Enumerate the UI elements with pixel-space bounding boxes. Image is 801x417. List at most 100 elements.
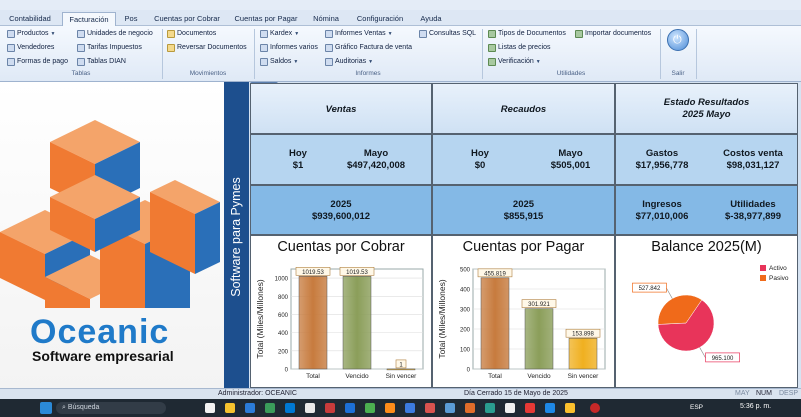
chart-balance: Balance 2025(M) 965.100 527.842 Activo Pasi… [615, 235, 798, 388]
ribbon: Productos ▼ Unidades de negocio Vendedore… [0, 26, 801, 82]
tab-ayuda[interactable]: Ayuda [420, 14, 442, 23]
kardex-button[interactable]: Kardex ▼ [260, 28, 299, 40]
app-icon[interactable] [405, 403, 415, 413]
auditorias-icon [325, 58, 333, 66]
group-separator [482, 29, 483, 79]
app-icon[interactable] [505, 403, 515, 413]
file-explorer-icon[interactable] [225, 403, 235, 413]
estado-gastos-costos: Gastos $17,956,778 Costos venta $98,031,… [615, 134, 798, 185]
app-icon[interactable] [565, 403, 575, 413]
tipos-documentos-icon [488, 30, 496, 38]
tipos-documentos-button[interactable]: Tipos de Documentos [488, 28, 566, 40]
app-icon[interactable] [365, 403, 375, 413]
informes-varios-button[interactable]: Informes varios [260, 42, 318, 54]
estado-subtitle: 2025 Mayo [682, 109, 731, 120]
status-bar: Administrador: OCEANIC Día Cerrado 15 de… [0, 388, 801, 399]
formas-pago-button[interactable]: Formas de pago [7, 56, 68, 68]
task-view-icon[interactable] [205, 403, 215, 413]
app-icon[interactable] [265, 403, 275, 413]
tab-cuentas-pagar[interactable]: Cuentas por Pagar [234, 14, 298, 23]
label: Mayo [558, 148, 583, 159]
data-label-box [705, 352, 740, 363]
app-icon[interactable] [325, 403, 335, 413]
reversar-icon [167, 44, 175, 52]
label: Hoy [289, 148, 307, 159]
verificacion-icon [488, 58, 496, 66]
app-icon[interactable] [465, 403, 475, 413]
taskbar-lang[interactable]: ESP [690, 404, 704, 411]
y-tick-label: 1000 [275, 277, 289, 283]
vertical-banner: Software para Pymes [224, 82, 249, 388]
windows-start-icon[interactable] [40, 402, 52, 414]
vendedores-button[interactable]: Vendedores [7, 42, 54, 54]
chart-title: Balance 2025(M) [651, 239, 762, 255]
edge-icon[interactable] [245, 403, 255, 413]
group-label-informes: Informes [355, 70, 381, 77]
tab-pos[interactable]: Pos [124, 14, 138, 23]
tab-nomina[interactable]: Nómina [313, 14, 339, 23]
chart-cuentas-pagar: Cuentas por Pagar 0 100 200 300 400 500 Total … [432, 235, 615, 388]
kardex-icon [260, 30, 268, 38]
tab-configuracion[interactable]: Configuración [356, 14, 404, 23]
vscode-icon[interactable] [345, 403, 355, 413]
value: $77,010,006 [635, 211, 689, 222]
salir-button[interactable]: ⏻ [667, 29, 689, 51]
chart-svg: 0 200 400 600 800 1000 Total (Miles/Millones) 1… [255, 267, 424, 380]
app-icon[interactable] [485, 403, 495, 413]
brand-panel: Oceanic Software empresarial [0, 82, 224, 388]
grafico-icon [325, 44, 333, 52]
legend-entry: Pasivo [769, 275, 789, 282]
store-icon[interactable] [305, 403, 315, 413]
label: Hoy [471, 148, 489, 159]
data-label-box [295, 267, 331, 276]
app-icon[interactable] [525, 403, 535, 413]
label: Utilidades [730, 199, 776, 210]
documentos-button[interactable]: Documentos [167, 28, 216, 40]
value: $497,420,008 [346, 160, 406, 171]
reversar-documentos-button[interactable]: Reversar Documentos [167, 42, 247, 54]
productos-button[interactable]: Productos ▼ [7, 28, 55, 40]
y-tick-label: 400 [278, 331, 289, 337]
legend-swatch [760, 265, 766, 271]
auditorias-button[interactable]: Auditorias ▼ [325, 56, 373, 68]
listas-precios-button[interactable]: Listas de precios [488, 42, 551, 54]
verificacion-button[interactable]: Verificación ▼ [488, 56, 541, 68]
data-label-box [395, 359, 407, 369]
app-icon[interactable] [445, 403, 455, 413]
tarifas-impuestos-button[interactable]: Tarifas Impuestos [77, 42, 142, 54]
tablas-dian-button[interactable]: Tablas DIAN [77, 56, 126, 68]
listas-precios-icon [488, 44, 496, 52]
ventas-header: Ventas [250, 83, 432, 134]
data-label-box [521, 299, 557, 308]
app-icon[interactable] [425, 403, 435, 413]
importar-documentos-button[interactable]: Importar documentos [575, 28, 651, 40]
tab-facturacion[interactable]: Facturación [62, 12, 116, 26]
bar [568, 337, 598, 370]
documentos-icon [167, 30, 175, 38]
dian-icon [77, 58, 85, 66]
app-icon[interactable] [385, 403, 395, 413]
unidades-negocio-button[interactable]: Unidades de negocio [77, 28, 153, 40]
saldos-icon [260, 58, 268, 66]
tab-contabilidad[interactable]: Contabilidad [9, 14, 51, 23]
chart-cuentas-cobrar: Cuentas por Cobrar 0 200 400 600 800 1000 Tota… [250, 235, 432, 388]
saldos-button[interactable]: Saldos ▼ [260, 56, 298, 68]
label: Mayo [363, 148, 389, 159]
recaudos-hoy-mes: Hoy $0 Mayo $505,001 [432, 134, 615, 185]
productos-icon [7, 30, 15, 38]
legend-entry: Activo [769, 265, 787, 272]
consultas-sql-button[interactable]: Consultas SQL [419, 28, 476, 40]
mail-icon[interactable] [285, 403, 295, 413]
taskbar-clock[interactable]: 5:36 p. m. [740, 403, 772, 410]
informes-ventas-button[interactable]: Informes Ventas ▼ [325, 28, 393, 40]
app-icon[interactable] [545, 403, 555, 413]
data-label: 153.898 [572, 332, 594, 338]
y-axis-label: Total (Miles/Millones) [437, 279, 447, 359]
value: $0 [474, 160, 486, 171]
tab-cuentas-cobrar[interactable]: Cuentas por Cobrar [154, 14, 220, 23]
taskbar-search[interactable]: ⌕ Búsqueda [56, 402, 166, 414]
value: $-38,977,899 [725, 211, 781, 222]
app-icon[interactable] [590, 403, 600, 413]
group-label-movimientos: Movimientos [189, 70, 227, 77]
grafico-factura-button[interactable]: Gráfico Factura de venta [325, 42, 412, 54]
